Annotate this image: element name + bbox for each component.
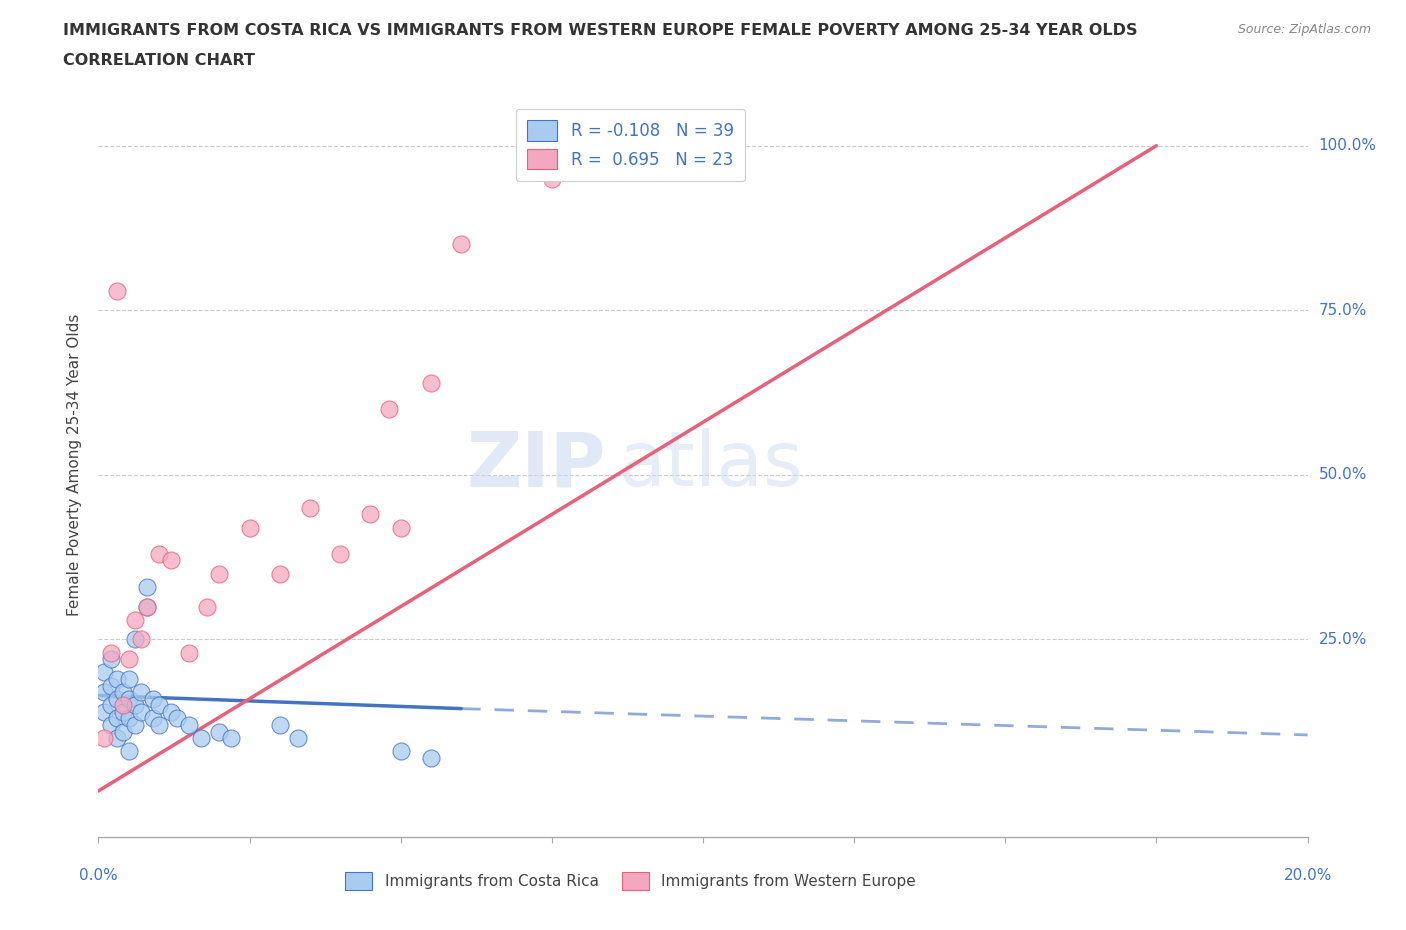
Point	[129, 704, 152, 719]
Point	[105, 711, 128, 726]
Point	[389, 744, 412, 759]
Text: 75.0%: 75.0%	[1319, 303, 1367, 318]
Point	[111, 704, 134, 719]
Text: ZIP: ZIP	[467, 428, 606, 502]
Text: atlas: atlas	[619, 428, 803, 502]
Point	[239, 520, 262, 535]
Point	[93, 665, 115, 680]
Point	[420, 751, 443, 765]
Legend: Immigrants from Costa Rica, Immigrants from Western Europe: Immigrants from Costa Rica, Immigrants f…	[339, 866, 922, 897]
Point	[221, 731, 243, 746]
Text: 0.0%: 0.0%	[79, 868, 118, 883]
Point	[118, 691, 141, 706]
Point	[124, 698, 146, 712]
Text: IMMIGRANTS FROM COSTA RICA VS IMMIGRANTS FROM WESTERN EUROPE FEMALE POVERTY AMON: IMMIGRANTS FROM COSTA RICA VS IMMIGRANTS…	[63, 23, 1137, 38]
Point	[160, 553, 183, 568]
Point	[100, 718, 122, 733]
Point	[148, 547, 170, 562]
Point	[420, 376, 443, 391]
Text: 25.0%: 25.0%	[1319, 632, 1367, 647]
Point	[269, 566, 291, 581]
Point	[93, 704, 115, 719]
Point	[105, 671, 128, 686]
Point	[179, 718, 201, 733]
Point	[111, 724, 134, 739]
Point	[148, 718, 170, 733]
Point	[135, 599, 157, 614]
Point	[100, 698, 122, 712]
Point	[142, 711, 165, 726]
Point	[287, 731, 309, 746]
Text: 100.0%: 100.0%	[1319, 139, 1376, 153]
Point	[208, 724, 231, 739]
Point	[360, 507, 382, 522]
Point	[100, 645, 122, 660]
Point	[190, 731, 212, 746]
Point	[105, 283, 128, 298]
Point	[100, 678, 122, 693]
Point	[269, 718, 291, 733]
Point	[93, 684, 115, 699]
Point	[148, 698, 170, 712]
Text: CORRELATION CHART: CORRELATION CHART	[63, 53, 254, 68]
Text: Source: ZipAtlas.com: Source: ZipAtlas.com	[1237, 23, 1371, 36]
Point	[124, 632, 146, 647]
Point	[135, 579, 157, 594]
Point	[118, 744, 141, 759]
Point	[299, 500, 322, 515]
Point	[540, 171, 562, 186]
Point	[135, 599, 157, 614]
Point	[111, 684, 134, 699]
Point	[195, 599, 218, 614]
Point	[118, 652, 141, 667]
Point	[129, 684, 152, 699]
Point	[377, 402, 399, 417]
Point	[111, 698, 134, 712]
Point	[124, 718, 146, 733]
Point	[105, 731, 128, 746]
Point	[179, 645, 201, 660]
Point	[142, 691, 165, 706]
Point	[129, 632, 152, 647]
Point	[124, 612, 146, 627]
Point	[105, 691, 128, 706]
Point	[329, 547, 352, 562]
Point	[118, 711, 141, 726]
Point	[100, 652, 122, 667]
Point	[166, 711, 188, 726]
Point	[208, 566, 231, 581]
Point	[118, 671, 141, 686]
Text: 20.0%: 20.0%	[1284, 868, 1331, 883]
Y-axis label: Female Poverty Among 25-34 Year Olds: Female Poverty Among 25-34 Year Olds	[67, 313, 83, 617]
Point	[93, 731, 115, 746]
Point	[450, 237, 472, 252]
Point	[389, 520, 412, 535]
Point	[160, 704, 183, 719]
Text: 50.0%: 50.0%	[1319, 468, 1367, 483]
